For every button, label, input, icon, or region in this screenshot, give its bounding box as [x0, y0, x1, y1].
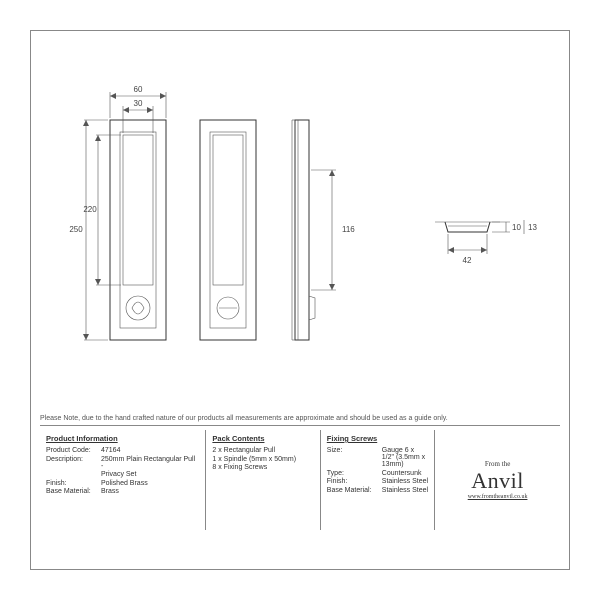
fixing-size-label: Size: [327, 447, 382, 468]
drawing-sheet: 60 30 250 220 [0, 0, 600, 600]
description-value-2: Privacy Set [101, 471, 199, 478]
pack-header: Pack Contents [212, 434, 313, 443]
description-label: Description: [46, 456, 101, 470]
product-code-label: Product Code: [46, 447, 101, 454]
brand-logo: From the Anvil www.fromtheanvil.co.uk [468, 460, 528, 500]
logo-brand: Anvil [468, 468, 528, 494]
fixing-type-value: Countersunk [382, 470, 428, 477]
base-value: Brass [101, 488, 199, 495]
pack-item-3: 8 x Fixing Screws [212, 464, 313, 471]
fixing-base-value: Stainless Steel [382, 487, 428, 494]
fixing-finish-label: Finish: [327, 478, 382, 485]
product-info-header: Product Information [46, 434, 199, 443]
fixing-finish-value: Stainless Steel [382, 478, 428, 485]
dim-top-width: 42 [463, 256, 472, 265]
description-value: 250mm Plain Rectangular Pull - [101, 456, 199, 470]
finish-label: Finish: [46, 480, 101, 487]
fixing-type-label: Type: [327, 470, 382, 477]
disclaimer-note: Please Note, due to the hand crafted nat… [40, 415, 560, 426]
logo-column: From the Anvil www.fromtheanvil.co.uk [435, 430, 560, 530]
dim-inner-width: 30 [134, 99, 143, 108]
pack-contents-column: Pack Contents 2 x Rectangular Pull 1 x S… [206, 430, 320, 530]
dim-outer-width: 60 [134, 85, 143, 94]
product-info-column: Product Information Product Code:47164 D… [40, 430, 206, 530]
dim-inner-height: 220 [83, 205, 97, 214]
pack-item-1: 2 x Rectangular Pull [212, 447, 313, 454]
finish-value: Polished Brass [101, 480, 199, 487]
dim-top-overall: 13 [528, 223, 537, 232]
fixing-header: Fixing Screws [327, 434, 428, 443]
fixing-size-value: Gauge 6 x 1/2" (3.5mm x 13mm) [382, 447, 428, 468]
logo-url: www.fromtheanvil.co.uk [468, 494, 528, 500]
base-label: Base Material: [46, 488, 101, 495]
technical-drawing: 60 30 250 220 [40, 40, 560, 400]
dim-outer-height: 250 [69, 225, 83, 234]
info-table: Product Information Product Code:47164 D… [40, 430, 560, 530]
dim-top-inset: 10 [512, 223, 521, 232]
pack-item-2: 1 x Spindle (5mm x 50mm) [212, 456, 313, 463]
fixing-screws-column: Fixing Screws Size:Gauge 6 x 1/2" (3.5mm… [321, 430, 435, 530]
fixing-base-label: Base Material: [327, 487, 382, 494]
dim-side-height: 116 [342, 225, 355, 234]
logo-tagline: From the [468, 460, 528, 468]
product-code-value: 47164 [101, 447, 199, 454]
